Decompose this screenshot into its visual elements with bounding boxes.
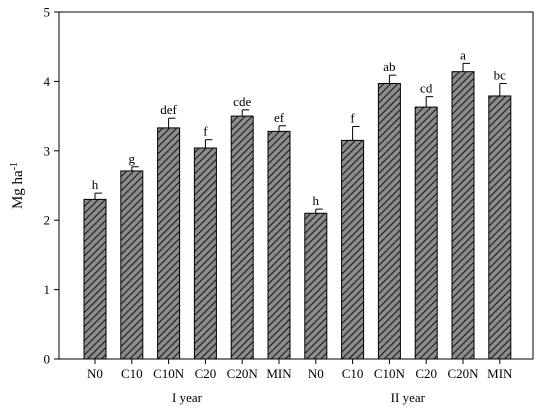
bar	[341, 139, 365, 360]
y-tick-label: 4	[44, 74, 51, 89]
x-tick-label: C20N	[227, 366, 259, 381]
significance-letter: cde	[233, 94, 251, 109]
significance-letter: ab	[383, 59, 395, 74]
significance-letter: f	[203, 124, 208, 139]
y-tick-label: 0	[44, 352, 51, 367]
y-tick-label: 3	[44, 143, 51, 158]
significance-letter: f	[350, 111, 355, 126]
group-label: II year	[391, 390, 426, 405]
significance-letter: cd	[420, 81, 433, 96]
x-tick-label: MIN	[487, 366, 513, 381]
bar	[267, 130, 291, 360]
x-tick-label: C20	[415, 366, 437, 381]
bar	[414, 106, 438, 360]
bar	[488, 95, 512, 360]
x-axis: N0 C10 C10N C20 C20N MIN I year N0 C10 C10N C20 C20…	[87, 359, 513, 405]
bar	[304, 212, 328, 360]
x-tick-label: C10	[342, 366, 364, 381]
y-axis: 0 1 2 3 4 5	[44, 5, 59, 367]
x-tick-label: MIN	[266, 366, 292, 381]
bar	[193, 147, 217, 360]
significance-letter: g	[129, 151, 136, 166]
significance-letter: ef	[274, 110, 285, 125]
bar	[83, 198, 107, 360]
y-axis-title: Mg ha-1	[9, 162, 27, 209]
significance-letter: bc	[494, 67, 507, 82]
x-tick-label: C10N	[153, 366, 185, 381]
bars: h g def f cde ef h f ab cd a bc	[83, 47, 512, 360]
x-tick-label: N0	[308, 366, 324, 381]
x-tick-label: C20N	[447, 366, 479, 381]
x-tick-label: C20	[195, 366, 217, 381]
x-tick-label: N0	[87, 366, 103, 381]
y-axis-title-superscript: -1	[9, 162, 20, 170]
x-tick-label: C10N	[374, 366, 406, 381]
bar	[451, 71, 475, 360]
group-label: I year	[172, 390, 203, 405]
plot-area	[58, 11, 534, 360]
bar	[120, 170, 144, 360]
bar	[157, 127, 181, 360]
y-tick-label: 1	[44, 282, 51, 297]
bar	[230, 115, 254, 360]
significance-letter: h	[92, 177, 99, 192]
plot-border	[58, 11, 534, 360]
y-tick-label: 5	[44, 5, 51, 20]
x-tick-label: C10	[121, 366, 143, 381]
bar	[377, 82, 401, 360]
y-axis-title-text: Mg ha	[10, 170, 26, 209]
significance-letter: a	[460, 47, 466, 62]
significance-letter: h	[313, 193, 320, 208]
significance-letter: def	[160, 102, 177, 117]
y-tick-label: 2	[44, 213, 51, 228]
